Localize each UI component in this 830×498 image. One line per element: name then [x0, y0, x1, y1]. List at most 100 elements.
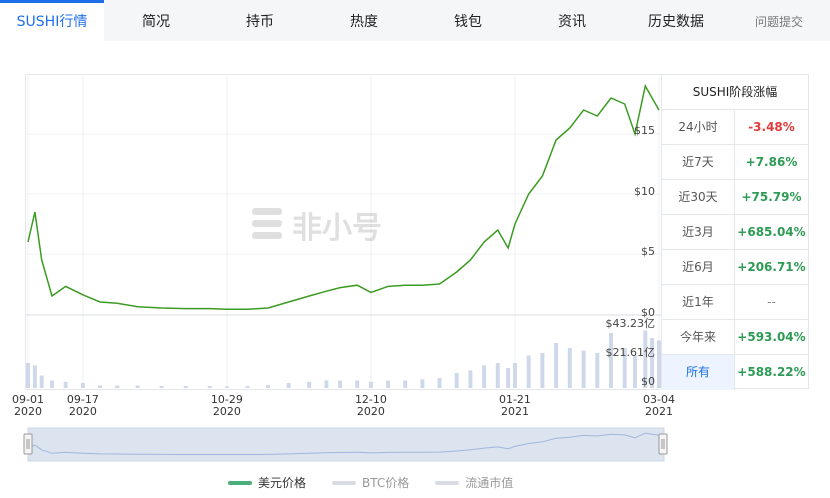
volume-tick-label: $43.23亿	[606, 317, 656, 330]
volume-bar	[26, 363, 30, 388]
volume-bar	[554, 343, 559, 388]
change-value: +7.86%	[745, 155, 798, 169]
tab-history[interactable]: 历史数据	[648, 14, 704, 30]
volume-bar	[115, 385, 120, 388]
tab-sushi-market[interactable]: SUSHI行情	[0, 0, 104, 41]
volume-bar	[482, 365, 487, 388]
tab-wallet[interactable]: 钱包	[454, 14, 482, 30]
volume-bar	[286, 383, 291, 388]
change-period: 今年来	[662, 320, 735, 354]
volume-bar	[245, 386, 250, 388]
x-tick-year-label: 2020	[14, 405, 42, 418]
y-tick-label: $15	[634, 124, 655, 137]
volume-bar	[159, 386, 164, 388]
x-tick-year-label: 2020	[69, 405, 97, 418]
volume-bar	[495, 363, 500, 388]
legend-label: 美元价格	[258, 476, 307, 490]
y-tick-label: $10	[634, 185, 655, 198]
volume-bar	[355, 380, 360, 388]
navigator-series-line	[27, 432, 660, 455]
volume-bar	[657, 340, 661, 388]
volume-tick-label: $21.61亿	[606, 346, 656, 359]
volume-bar	[98, 385, 102, 388]
volume-bar	[633, 355, 637, 388]
volume-bar	[403, 380, 408, 388]
change-row: 近30天 +75.79%	[662, 180, 808, 215]
volume-bar	[207, 386, 212, 388]
change-period: 近3月	[662, 215, 735, 249]
stage-change-panel: SUSHI阶段涨幅 24小时 -3.48% 近7天 +7.86% 近30天 +75.7…	[661, 74, 809, 390]
change-value: +75.79%	[741, 190, 802, 204]
change-period: 近1年	[662, 285, 735, 319]
volume-bar	[581, 350, 586, 388]
volume-bar	[32, 365, 37, 388]
volume-bar	[609, 333, 613, 388]
volume-bar	[595, 353, 600, 388]
change-value: --	[767, 295, 776, 309]
change-row: 所有 +588.22%	[662, 355, 808, 390]
change-row: 近7天 +7.86%	[662, 145, 808, 180]
x-tick-label: 01-21	[499, 393, 531, 406]
legend-swatch	[228, 480, 252, 485]
volume-bar	[307, 381, 312, 389]
x-tick-label: 12-10	[355, 393, 387, 406]
x-tick-year-label: 2020	[213, 405, 241, 418]
change-row: 24小时 -3.48%	[662, 110, 808, 145]
legend-market-cap[interactable]: 流通市值	[435, 474, 513, 491]
change-period: 近6月	[662, 250, 735, 284]
legend-usd-price[interactable]: 美元价格	[228, 474, 306, 491]
x-tick-year-label: 2020	[357, 405, 385, 418]
tab-news[interactable]: 资讯	[558, 14, 586, 30]
volume-bar	[63, 381, 68, 389]
change-period: 所有	[662, 355, 735, 390]
price-series-line	[27, 83, 660, 310]
x-tick-year-label: 2021	[645, 405, 673, 418]
legend-swatch	[332, 480, 357, 485]
volume-tick-label: $0	[641, 375, 655, 388]
volume-bar	[643, 330, 648, 388]
tab-popularity[interactable]: 热度	[350, 14, 378, 30]
navigator-right-handle[interactable]	[658, 433, 668, 455]
volume-bar	[135, 385, 140, 388]
tab-feedback[interactable]: 问题提交	[754, 15, 803, 29]
volume-bar	[80, 383, 85, 388]
change-row: 近1年 --	[662, 285, 808, 320]
x-tick-label: 09-01	[12, 393, 44, 406]
volume-bar	[386, 380, 391, 388]
watermark-logo-icon	[252, 208, 282, 239]
volume-bar	[437, 378, 442, 388]
volume-bar	[338, 380, 343, 388]
volume-bar	[266, 385, 271, 388]
tab-holdings[interactable]: 持币	[246, 14, 274, 30]
change-value: +588.22%	[737, 365, 806, 379]
stage-change-title: SUSHI阶段涨幅	[662, 75, 808, 110]
volume-bar	[454, 373, 459, 388]
volume-bar	[506, 368, 511, 388]
change-row: 今年来 +593.04%	[662, 320, 808, 355]
watermark-text: 非小号	[292, 211, 382, 246]
chart-legend: 美元价格 BTC价格 流通市值	[228, 474, 513, 491]
volume-bar	[650, 338, 655, 388]
x-tick-label: 10-29	[211, 393, 243, 406]
navigator-left-handle[interactable]	[23, 433, 33, 455]
volume-bar	[39, 375, 44, 388]
change-value: +593.04%	[737, 330, 806, 344]
change-value: +206.71%	[737, 260, 806, 274]
tab-bar: SUSHI行情 简况 持币 热度 钱包 资讯 历史数据 问题提交	[0, 0, 830, 41]
change-row: 近6月 +206.71%	[662, 250, 808, 285]
volume-bar	[540, 353, 545, 388]
range-navigator[interactable]	[27, 427, 665, 462]
x-tick-label: 03-04	[643, 393, 675, 406]
legend-btc-price[interactable]: BTC价格	[332, 474, 409, 491]
volume-bar	[622, 348, 627, 388]
tab-overview[interactable]: 简况	[142, 14, 170, 30]
change-period: 近7天	[662, 145, 735, 179]
change-value: -3.48%	[748, 120, 795, 134]
volume-bar	[567, 348, 572, 388]
volume-bar	[50, 380, 54, 388]
volume-bar	[368, 381, 373, 389]
y-tick-label: $0	[641, 306, 655, 319]
legend-swatch	[435, 480, 460, 485]
volume-bar	[324, 380, 329, 388]
